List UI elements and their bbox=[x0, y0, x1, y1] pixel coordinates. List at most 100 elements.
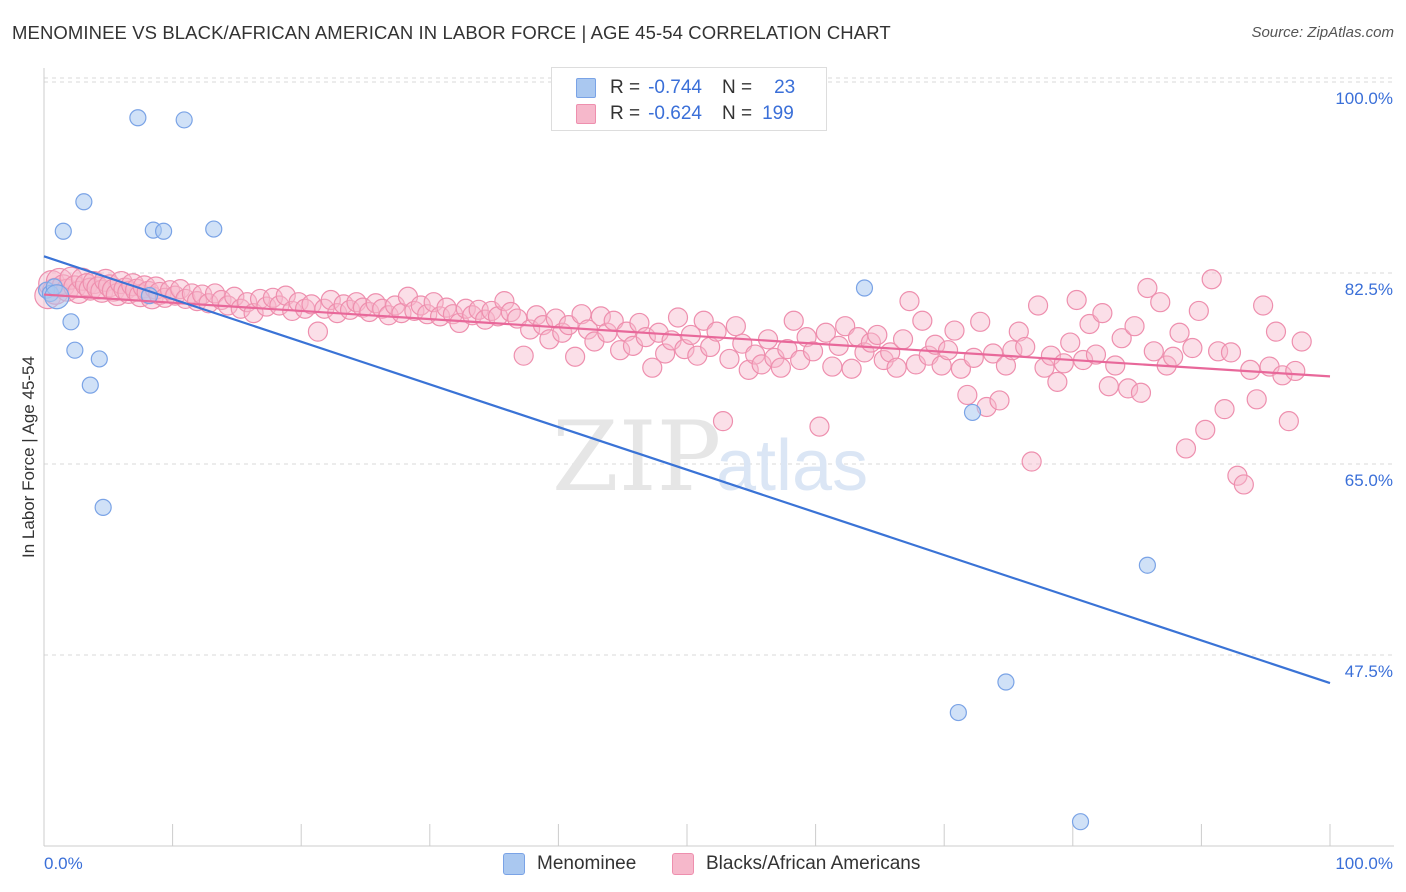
y-tick-label: 47.5% bbox=[1345, 662, 1393, 681]
x-tick-label: 100.0% bbox=[1335, 854, 1393, 873]
data-point-black bbox=[1008, 321, 1029, 342]
data-point-menominee bbox=[1071, 813, 1090, 831]
bottom-legend-swatch-menominee bbox=[503, 853, 525, 875]
data-point-black bbox=[1098, 376, 1119, 397]
bottom-legend-black: Blacks/African Americans bbox=[672, 852, 920, 876]
data-point-black bbox=[802, 341, 824, 362]
data-point-black bbox=[1085, 344, 1107, 365]
data-point-black bbox=[950, 358, 972, 379]
bottom-legend-swatch-black bbox=[672, 853, 694, 875]
data-point-black bbox=[725, 316, 746, 337]
data-point-black bbox=[1040, 345, 1062, 366]
bottom-legend-label-black: Blacks/African Americans bbox=[706, 853, 921, 874]
data-point-black bbox=[1214, 399, 1235, 420]
data-point-menominee bbox=[54, 222, 72, 240]
data-point-black bbox=[170, 278, 191, 300]
data-point-black bbox=[1272, 365, 1293, 386]
data-point-black bbox=[565, 346, 586, 367]
watermark-zip: ZIP bbox=[552, 401, 721, 513]
bottom-legend-label-menominee: Menominee bbox=[537, 853, 637, 874]
data-point-black bbox=[931, 355, 952, 376]
data-point-black bbox=[1137, 277, 1158, 299]
data-point-menominee bbox=[175, 111, 193, 129]
data-point-black bbox=[886, 357, 907, 378]
data-point-black bbox=[462, 305, 483, 326]
chart-title: MENOMINEE VS BLACK/AFRICAN AMERICAN IN L… bbox=[12, 22, 891, 43]
data-point-black bbox=[642, 357, 663, 378]
data-point-black bbox=[404, 300, 425, 322]
data-point-menominee bbox=[855, 279, 874, 297]
data-point-black bbox=[957, 384, 978, 406]
axes bbox=[43, 68, 1394, 847]
data-point-menominee bbox=[154, 222, 173, 240]
data-point-black bbox=[815, 322, 836, 343]
trend-line-black bbox=[43, 293, 1331, 378]
data-point-black bbox=[301, 294, 322, 315]
y-tick-label: 65.0% bbox=[1345, 471, 1393, 490]
data-point-black bbox=[1175, 438, 1197, 459]
data-point-black bbox=[1015, 336, 1036, 358]
trend-line-menominee bbox=[43, 255, 1331, 685]
data-point-black bbox=[307, 321, 329, 342]
data-point-menominee bbox=[1138, 556, 1156, 574]
data-point-black bbox=[1124, 316, 1145, 337]
data-point-black bbox=[1278, 411, 1299, 432]
data-point-black bbox=[1053, 353, 1074, 374]
data-point-black bbox=[777, 339, 798, 360]
data-point-black bbox=[539, 329, 560, 350]
data-point-black bbox=[1117, 378, 1139, 399]
data-point-black bbox=[275, 285, 296, 306]
data-point-menominee bbox=[997, 673, 1015, 691]
data-point-black bbox=[1143, 341, 1164, 362]
data-point-black bbox=[899, 290, 920, 312]
data-point-black bbox=[892, 329, 914, 350]
legend-n-value: 199 bbox=[762, 103, 794, 124]
data-point-menominee bbox=[949, 703, 967, 722]
data-point-black bbox=[1253, 295, 1274, 316]
data-point-black bbox=[835, 316, 856, 337]
data-point-black bbox=[526, 305, 547, 326]
data-point-menominee bbox=[963, 403, 982, 422]
data-point-black bbox=[667, 307, 689, 328]
watermark: ZIP atlas bbox=[552, 401, 868, 513]
data-point-black bbox=[558, 315, 579, 336]
data-point-menominee bbox=[205, 220, 223, 238]
data-point-black bbox=[1027, 295, 1049, 316]
data-point-black bbox=[1060, 332, 1081, 353]
data-point-black bbox=[719, 348, 740, 370]
y-axis-label: In Labor Force | Age 45-54 bbox=[19, 356, 38, 558]
legend-r-value: -0.624 bbox=[648, 103, 702, 124]
data-point-black bbox=[712, 411, 734, 432]
source-label: Source: ZipAtlas.com bbox=[1251, 24, 1394, 41]
data-point-black bbox=[912, 310, 933, 331]
data-point-black bbox=[809, 416, 830, 437]
legend-r-label: R = bbox=[610, 103, 641, 124]
legend-n-label: N = bbox=[721, 103, 753, 124]
legend-swatch-black bbox=[576, 104, 596, 124]
data-point-black bbox=[738, 359, 759, 380]
data-point-black bbox=[963, 347, 984, 368]
data-point-black bbox=[1169, 322, 1190, 343]
data-point-black bbox=[783, 310, 804, 331]
data-point-black bbox=[1201, 269, 1222, 290]
data-point-black bbox=[494, 290, 515, 312]
data-point-black bbox=[937, 340, 959, 361]
data-point-black bbox=[655, 343, 676, 364]
data-point-black bbox=[1047, 371, 1068, 392]
data-point-black bbox=[751, 354, 772, 375]
trend-lines bbox=[43, 255, 1331, 685]
data-point-menominee bbox=[81, 376, 99, 394]
data-point-black bbox=[320, 289, 341, 311]
correlation-legend: R = -0.744 N = 23 R = -0.624 N = 199 bbox=[551, 67, 827, 131]
data-point-menominee bbox=[90, 350, 108, 368]
data-point-black bbox=[745, 344, 766, 365]
data-point-black bbox=[944, 320, 965, 341]
data-point-black bbox=[970, 311, 991, 332]
tick-labels: 100.0% 82.5% 65.0% 47.5% 0.0% 100.0% bbox=[44, 89, 1393, 873]
data-point-black bbox=[989, 390, 1010, 411]
data-point-black bbox=[1130, 382, 1152, 403]
data-point-menominee bbox=[75, 193, 93, 211]
data-point-black bbox=[1188, 300, 1209, 322]
y-tick-label: 100.0% bbox=[1335, 89, 1393, 108]
bottom-legend-menominee: Menominee bbox=[503, 852, 636, 876]
